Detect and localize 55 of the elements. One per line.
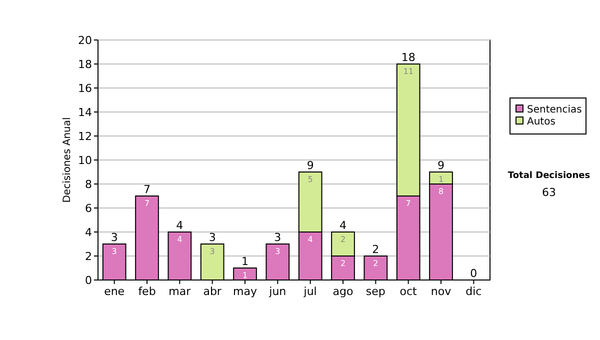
- x-tick-label: dic: [466, 285, 482, 298]
- x-tick-label: sep: [366, 285, 386, 298]
- data-label: 3: [210, 247, 215, 256]
- data-label: 8: [438, 187, 444, 196]
- total-label: 3: [208, 231, 216, 244]
- text: 63: [542, 186, 556, 199]
- total-label: 4: [340, 219, 346, 232]
- x-tick-label: abr: [203, 285, 222, 298]
- y-tick-label: 16: [78, 82, 92, 95]
- x-tick-label: ene: [104, 285, 125, 298]
- y-tick-label: 20: [78, 34, 92, 47]
- y-tick-label: 8: [85, 178, 92, 191]
- total-label: 1: [242, 255, 248, 268]
- total-label: 3: [274, 231, 282, 244]
- data-label: 1: [438, 175, 444, 184]
- y-tick-label: 0: [85, 274, 92, 287]
- total-label: 7: [144, 183, 150, 196]
- total-label: 9: [306, 159, 314, 172]
- data-label: 4: [308, 235, 313, 244]
- total-label: 0: [470, 267, 478, 280]
- x-tick-label: oct: [400, 285, 418, 298]
- data-label: 7: [144, 199, 150, 208]
- data-label: 3: [275, 247, 280, 256]
- total-label: 2: [372, 243, 380, 256]
- data-label: 3: [112, 247, 117, 256]
- x-tick-label: jun: [268, 285, 286, 298]
- data-label: 1: [242, 271, 248, 280]
- y-tick-label: 6: [85, 202, 92, 215]
- x-tick-label: mar: [168, 285, 192, 298]
- data-label: 5: [308, 175, 313, 184]
- x-tick-label: ago: [332, 285, 354, 298]
- y-tick-label: 4: [85, 226, 92, 239]
- x-tick-label: may: [233, 285, 258, 298]
- text: Total Decisiones: [508, 171, 590, 181]
- data-label: 2: [340, 259, 346, 268]
- legend-label: Autos: [527, 116, 556, 128]
- x-tick-label: nov: [430, 285, 452, 298]
- y-tick-label: 2: [85, 250, 92, 263]
- total-label: 3: [110, 231, 118, 244]
- data-label: 4: [177, 235, 182, 244]
- total-label: 18: [401, 51, 416, 64]
- x-tick-label: feb: [138, 285, 156, 298]
- data-label: 2: [340, 235, 346, 244]
- data-label: 11: [403, 67, 414, 76]
- x-tick-label: jul: [302, 285, 317, 298]
- total-label: 4: [176, 219, 184, 232]
- y-tick-label: 10: [78, 154, 92, 167]
- total-label: 9: [438, 159, 444, 172]
- y-tick-label: 12: [78, 130, 92, 143]
- data-label: 7: [406, 199, 411, 208]
- y-tick-label: 14: [78, 106, 92, 119]
- data-label: 2: [373, 259, 378, 268]
- legend-label: Sentencias: [527, 104, 582, 116]
- y-axis-title: Decisiones Anual: [62, 117, 73, 203]
- y-tick-label: 18: [78, 58, 92, 71]
